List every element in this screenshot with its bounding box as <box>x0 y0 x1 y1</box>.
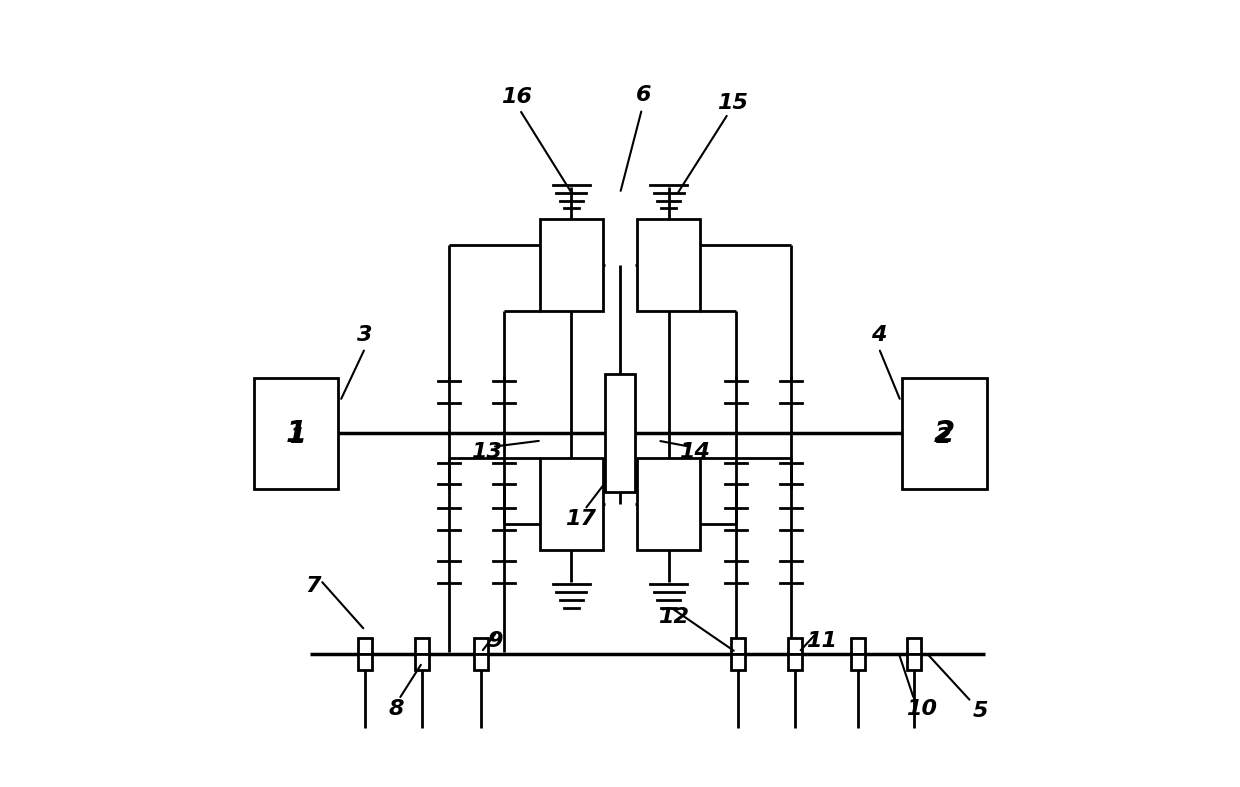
Text: 17: 17 <box>565 509 596 529</box>
Bar <box>787 654 802 670</box>
Bar <box>474 638 489 654</box>
Text: 9: 9 <box>487 630 502 651</box>
Text: 2: 2 <box>935 427 951 447</box>
Text: 3: 3 <box>357 325 373 345</box>
Text: 5: 5 <box>973 701 988 721</box>
Bar <box>539 458 603 550</box>
Text: 1: 1 <box>289 427 305 447</box>
Bar <box>730 638 745 654</box>
Bar <box>415 638 429 654</box>
Text: 16: 16 <box>501 87 532 107</box>
Bar <box>637 458 701 550</box>
Text: 15: 15 <box>717 94 748 113</box>
Text: 12: 12 <box>658 607 689 627</box>
Text: 1: 1 <box>285 419 306 448</box>
Bar <box>605 374 635 492</box>
Bar <box>730 654 745 670</box>
Bar <box>358 638 372 654</box>
Bar <box>474 654 489 670</box>
Text: 13: 13 <box>471 442 502 462</box>
Bar <box>637 219 701 311</box>
Bar <box>906 654 921 670</box>
Text: 2: 2 <box>934 419 955 448</box>
Text: 14: 14 <box>680 442 711 462</box>
Bar <box>415 654 429 670</box>
Bar <box>851 638 864 654</box>
Text: 8: 8 <box>389 699 404 719</box>
Text: 11: 11 <box>806 630 837 651</box>
Bar <box>358 654 372 670</box>
Bar <box>254 378 339 490</box>
Bar <box>903 378 987 490</box>
Text: 7: 7 <box>305 575 320 596</box>
Text: 6: 6 <box>636 86 651 105</box>
Bar <box>787 638 802 654</box>
Bar <box>906 638 921 654</box>
Text: 10: 10 <box>906 699 937 719</box>
Text: 4: 4 <box>870 325 887 345</box>
Bar <box>851 654 864 670</box>
Bar <box>539 219 603 311</box>
